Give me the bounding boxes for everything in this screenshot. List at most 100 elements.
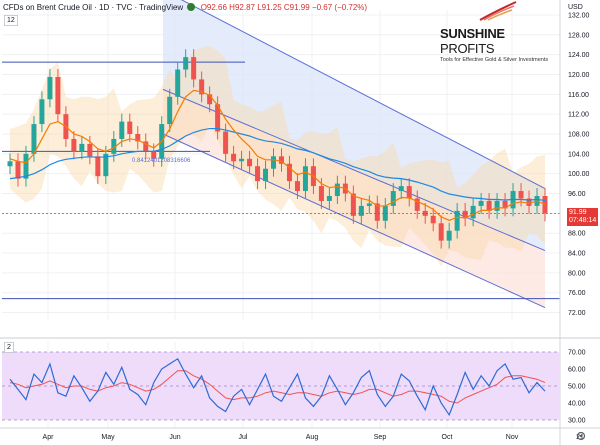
candle bbox=[542, 188, 548, 222]
candle bbox=[446, 222, 452, 249]
price-tick-label: 100.00 bbox=[568, 171, 590, 178]
price-tick-label: 84.00 bbox=[568, 251, 586, 258]
candle bbox=[199, 71, 205, 103]
candle-body bbox=[302, 166, 308, 192]
candle bbox=[430, 207, 436, 232]
rising-lines-logo-icon bbox=[479, 1, 517, 21]
candle bbox=[382, 197, 388, 229]
candle bbox=[406, 178, 412, 207]
candle-body bbox=[278, 156, 284, 164]
logo-tagline: Tools for Effective Gold & Silver Invest… bbox=[440, 57, 549, 63]
candle-body bbox=[398, 186, 404, 192]
ohlc-low: L91.25 bbox=[257, 3, 282, 12]
symbol-label[interactable]: CFDs on Brent Crude Oil · 1D · TVC · Tra… bbox=[3, 3, 184, 12]
price-tick-label: 76.00 bbox=[568, 290, 586, 297]
fib-level-label: 0.8412401208316606 bbox=[132, 158, 191, 164]
candle-body bbox=[374, 203, 380, 221]
candle bbox=[239, 150, 245, 170]
rsi-pane-indicator-toggle[interactable]: 2 bbox=[4, 342, 14, 353]
channel-upper-line bbox=[180, 0, 546, 190]
candle-body bbox=[247, 158, 253, 167]
price-tick-label: 80.00 bbox=[568, 270, 586, 277]
gear-hub bbox=[579, 434, 583, 438]
candle bbox=[294, 173, 300, 199]
candle bbox=[366, 195, 372, 214]
candle bbox=[103, 145, 109, 185]
candle bbox=[374, 195, 380, 229]
price-tick-label: 116.00 bbox=[568, 92, 589, 99]
candle bbox=[470, 197, 476, 227]
candle-body bbox=[143, 141, 149, 152]
bar-countdown: 07:48:14 bbox=[569, 217, 597, 224]
rsi-ma-line bbox=[9, 370, 546, 404]
candle-body bbox=[358, 205, 364, 216]
candle-body bbox=[334, 183, 340, 196]
candle-body bbox=[55, 76, 61, 115]
rsi-tick-label: 50.00 bbox=[568, 384, 586, 391]
candle bbox=[79, 135, 85, 160]
candle bbox=[55, 69, 61, 123]
candle bbox=[502, 193, 508, 217]
price-tick-label: 96.00 bbox=[568, 191, 586, 198]
time-tick-label: May bbox=[101, 434, 115, 441]
candle-body bbox=[454, 210, 460, 231]
candle-body bbox=[79, 143, 85, 152]
candle bbox=[143, 133, 149, 160]
price-tick-label: 104.00 bbox=[568, 151, 590, 158]
candle bbox=[278, 148, 284, 172]
candle bbox=[207, 86, 213, 113]
candle bbox=[95, 148, 101, 185]
ohlc-close: C91.99 bbox=[283, 3, 310, 12]
ohlc-change: −0.67 (−0.72%) bbox=[311, 3, 368, 12]
rsi-tick-label: 30.00 bbox=[568, 418, 586, 425]
candle bbox=[23, 145, 29, 187]
candle-body bbox=[406, 186, 412, 199]
candle-body bbox=[191, 57, 197, 80]
candle-body bbox=[15, 161, 21, 179]
time-tick-label: Jun bbox=[169, 434, 180, 441]
logo-name-light: PROFITS bbox=[440, 41, 495, 56]
candle bbox=[454, 202, 460, 239]
candle bbox=[494, 193, 500, 219]
candle bbox=[135, 126, 141, 150]
candle-body bbox=[23, 153, 29, 179]
candle-body bbox=[294, 181, 300, 192]
candle bbox=[47, 69, 53, 108]
candle bbox=[462, 202, 468, 227]
candle-body bbox=[167, 96, 173, 125]
candle-body bbox=[127, 121, 133, 134]
candle-body bbox=[438, 223, 444, 241]
ohlc-open: O92.66 bbox=[200, 3, 227, 12]
candle bbox=[39, 91, 45, 133]
candle bbox=[302, 158, 308, 199]
candle bbox=[438, 215, 444, 249]
candle-body bbox=[422, 210, 428, 216]
price-tick-label: 108.00 bbox=[568, 132, 590, 139]
candle bbox=[15, 153, 21, 187]
time-tick-label: Jul bbox=[239, 434, 248, 441]
main-pane-indicator-toggle[interactable]: 12 bbox=[4, 15, 18, 26]
candle bbox=[526, 190, 532, 214]
candlestick-series bbox=[7, 49, 548, 249]
candle-body bbox=[478, 200, 484, 206]
candle-body bbox=[183, 57, 189, 70]
channel-lower-line bbox=[162, 133, 546, 309]
candle-body bbox=[39, 99, 45, 125]
candle-body bbox=[135, 134, 141, 142]
candle-body bbox=[446, 230, 452, 241]
chart-header: CFDs on Brent Crude Oil · 1D · TVC · Tra… bbox=[3, 3, 367, 12]
candle-body bbox=[207, 94, 213, 105]
candle-body bbox=[326, 196, 332, 201]
ohlc-high: H92.87 bbox=[229, 3, 255, 12]
candle bbox=[398, 178, 404, 199]
volatility-band-fill bbox=[10, 45, 545, 267]
candle-body bbox=[271, 156, 277, 169]
candle bbox=[286, 155, 292, 190]
settings-gear-icon[interactable] bbox=[576, 431, 586, 441]
candle bbox=[111, 131, 117, 162]
channel-upper-fill bbox=[163, 0, 545, 251]
candle bbox=[326, 188, 332, 209]
time-tick-label: Sep bbox=[374, 434, 387, 441]
